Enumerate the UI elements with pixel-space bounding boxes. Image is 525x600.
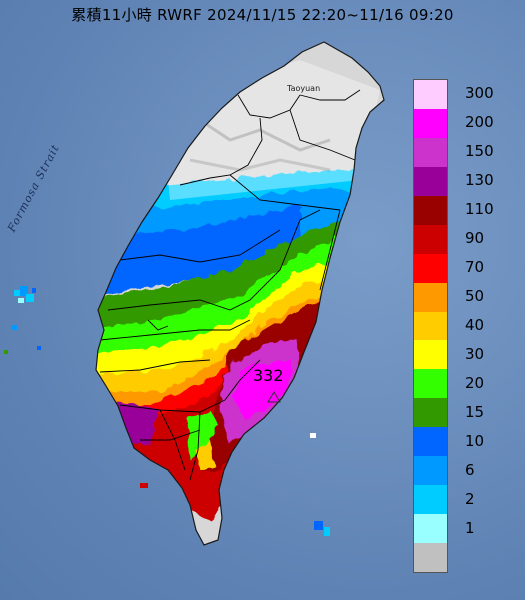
max-triangle-icon xyxy=(267,391,281,403)
color-scale xyxy=(413,79,448,573)
scale-swatch-15 xyxy=(414,398,447,428)
county-boundaries xyxy=(99,89,361,481)
scale-swatch-110 xyxy=(414,195,447,226)
scale-swatch-none xyxy=(414,543,447,573)
scale-label-130: 130 xyxy=(465,171,494,190)
scale-label-20: 20 xyxy=(465,373,485,392)
place-label-taoyuan: Taoyuan xyxy=(287,84,321,93)
scale-swatch-20 xyxy=(414,369,447,399)
scale-label-50: 50 xyxy=(465,287,485,306)
scale-swatch-130 xyxy=(414,166,447,197)
scale-swatch-50 xyxy=(414,282,447,313)
scale-swatch-90 xyxy=(414,224,447,255)
scale-swatch-10 xyxy=(414,427,447,457)
scale-label-2: 2 xyxy=(465,489,475,508)
scale-label-15: 15 xyxy=(465,402,485,421)
scale-swatch-6 xyxy=(414,456,447,486)
scale-label-70: 70 xyxy=(465,258,485,277)
coastline xyxy=(95,41,385,546)
scale-label-200: 200 xyxy=(465,113,494,132)
scale-label-40: 40 xyxy=(465,316,485,334)
map-title: 累積11小時 RWRF 2024/11/15 22:20~11/16 09:20 xyxy=(71,6,454,24)
scale-label-110: 110 xyxy=(465,200,494,219)
scale-label-30: 30 xyxy=(465,344,485,363)
scale-swatch-150 xyxy=(414,137,447,168)
terrain-shading xyxy=(160,60,380,200)
scale-swatch-300 xyxy=(414,80,447,110)
max-rainfall-label: 332 xyxy=(253,366,284,385)
scale-swatch-40 xyxy=(414,311,447,341)
scale-swatch-30 xyxy=(414,340,447,370)
scale-swatch-1 xyxy=(414,514,447,544)
scale-label-90: 90 xyxy=(465,229,485,248)
scale-label-1: 1 xyxy=(465,518,475,537)
scale-swatch-70 xyxy=(414,253,447,284)
scale-label-6: 6 xyxy=(465,460,475,479)
scale-swatch-2 xyxy=(414,485,447,515)
scale-label-150: 150 xyxy=(465,142,494,161)
scale-label-300: 300 xyxy=(465,84,494,103)
scale-label-10: 10 xyxy=(465,431,485,450)
scale-swatch-200 xyxy=(414,108,447,139)
offshore-echoes xyxy=(4,286,330,536)
